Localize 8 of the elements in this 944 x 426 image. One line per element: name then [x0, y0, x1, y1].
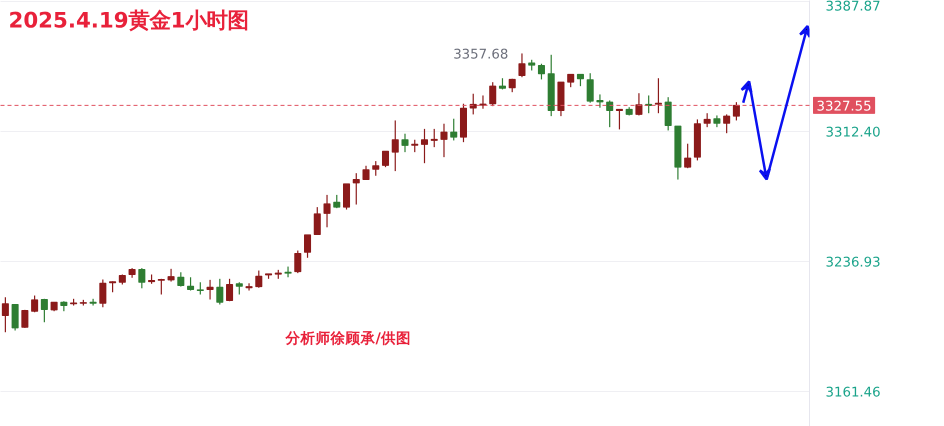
y-tick-label: 3312.40: [826, 125, 881, 140]
y-tick-label: 3236.93: [826, 256, 881, 271]
chart-title: 2025.4.19黄金1小时图: [8, 8, 248, 34]
annotation: 3357.68: [453, 47, 508, 62]
y-tick-label: 3161.46: [826, 386, 881, 401]
ref-line-label: 3327.55: [816, 99, 872, 114]
y-tick-label: 3387.87: [826, 0, 881, 14]
annotation: 分析师徐顾承/供图: [284, 330, 411, 347]
